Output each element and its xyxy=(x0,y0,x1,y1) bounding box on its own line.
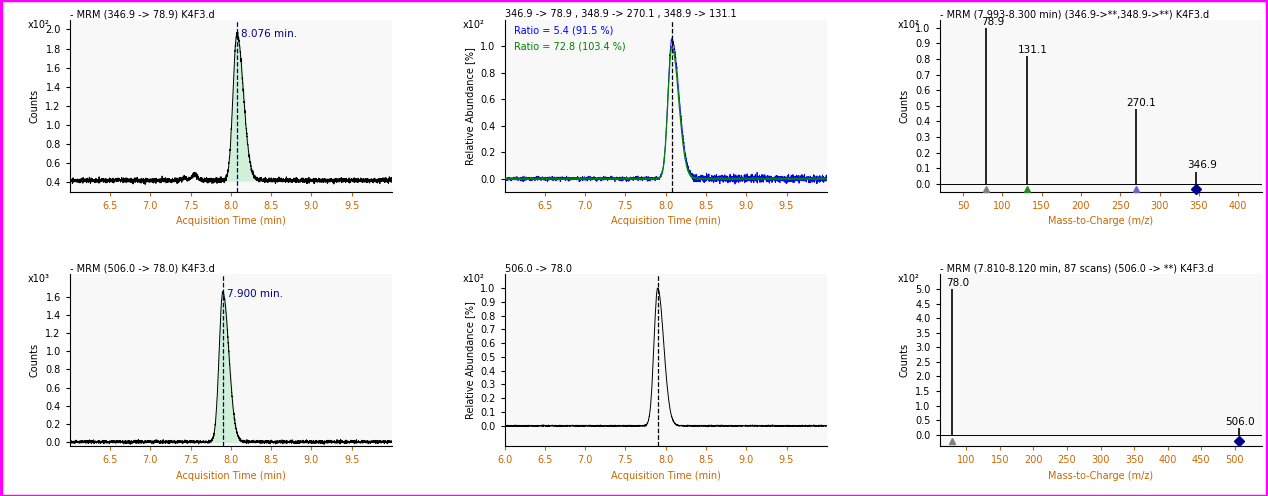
X-axis label: Mass-to-Charge (m/z): Mass-to-Charge (m/z) xyxy=(1049,471,1153,481)
Y-axis label: Counts: Counts xyxy=(899,89,909,123)
Text: - MRM (7.993-8.300 min) (346.9->**,348.9->**) K4F3.d: - MRM (7.993-8.300 min) (346.9->**,348.9… xyxy=(940,9,1208,19)
X-axis label: Acquisition Time (min): Acquisition Time (min) xyxy=(176,216,285,226)
Text: 8.076 min.: 8.076 min. xyxy=(241,29,297,39)
X-axis label: Acquisition Time (min): Acquisition Time (min) xyxy=(611,216,720,226)
Text: x10²: x10² xyxy=(463,20,484,30)
Text: 506.0 -> 78.0: 506.0 -> 78.0 xyxy=(505,263,572,274)
Text: Ratio = 72.8 (103.4 %): Ratio = 72.8 (103.4 %) xyxy=(515,41,626,51)
X-axis label: Mass-to-Charge (m/z): Mass-to-Charge (m/z) xyxy=(1049,216,1153,226)
Y-axis label: Counts: Counts xyxy=(899,343,909,377)
Text: x10³: x10³ xyxy=(28,274,49,284)
Text: x10²: x10² xyxy=(28,20,49,30)
Text: x10²: x10² xyxy=(898,20,919,30)
Text: 506.0: 506.0 xyxy=(1225,418,1255,428)
Y-axis label: Relative Abundance [%]: Relative Abundance [%] xyxy=(464,47,474,165)
Y-axis label: Counts: Counts xyxy=(29,89,39,123)
Text: - MRM (346.9 -> 78.9) K4F3.d: - MRM (346.9 -> 78.9) K4F3.d xyxy=(70,9,214,19)
Text: 270.1: 270.1 xyxy=(1126,98,1156,108)
Text: 346.9 -> 78.9 , 348.9 -> 270.1 , 348.9 -> 131.1: 346.9 -> 78.9 , 348.9 -> 270.1 , 348.9 -… xyxy=(505,9,737,19)
Text: Ratio = 5.4 (91.5 %): Ratio = 5.4 (91.5 %) xyxy=(515,26,614,36)
Y-axis label: Relative Abundance [%]: Relative Abundance [%] xyxy=(464,302,474,419)
Text: - MRM (506.0 -> 78.0) K4F3.d: - MRM (506.0 -> 78.0) K4F3.d xyxy=(70,263,214,274)
Text: x10²: x10² xyxy=(898,274,919,284)
Text: x10²: x10² xyxy=(463,274,484,284)
X-axis label: Acquisition Time (min): Acquisition Time (min) xyxy=(611,471,720,481)
Text: 131.1: 131.1 xyxy=(1017,45,1047,55)
Text: 78.9: 78.9 xyxy=(981,16,1004,26)
Text: - MRM (7.810-8.120 min, 87 scans) (506.0 -> **) K4F3.d: - MRM (7.810-8.120 min, 87 scans) (506.0… xyxy=(940,263,1213,274)
Text: 7.900 min.: 7.900 min. xyxy=(227,289,283,299)
Text: 346.9: 346.9 xyxy=(1187,160,1217,171)
Y-axis label: Counts: Counts xyxy=(29,343,39,377)
Text: 78.0: 78.0 xyxy=(946,278,969,288)
X-axis label: Acquisition Time (min): Acquisition Time (min) xyxy=(176,471,285,481)
